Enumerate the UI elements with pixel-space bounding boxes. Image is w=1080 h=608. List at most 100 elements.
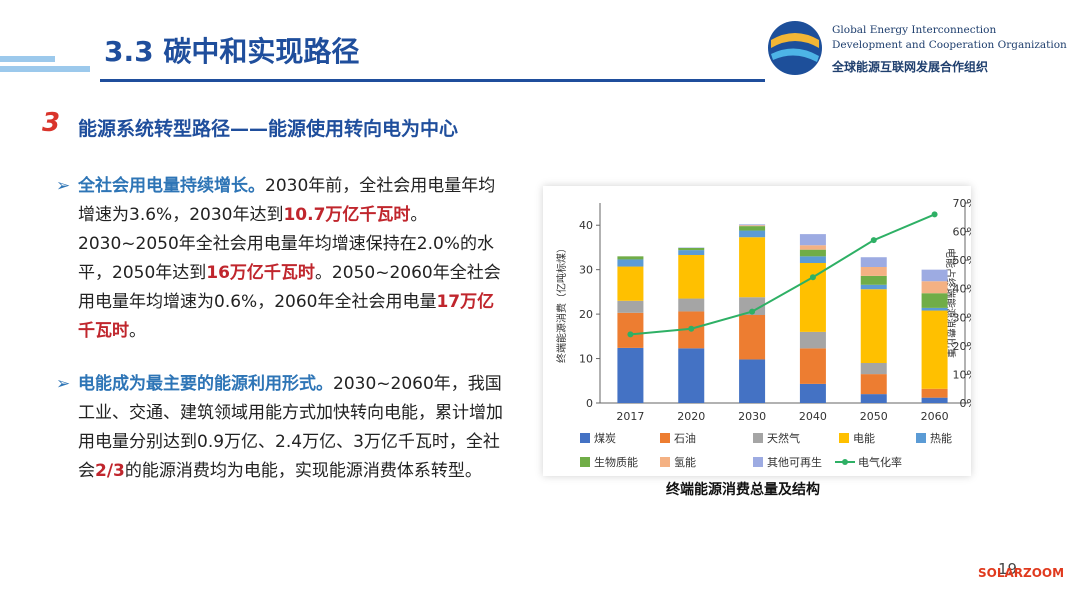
legend-key: [839, 433, 849, 443]
legend-key: [580, 433, 590, 443]
y-tick-label: 0: [586, 397, 593, 410]
bar-segment: [799, 256, 826, 263]
y-tick-label: 30: [579, 264, 593, 277]
y2-tick-label: 70%: [953, 197, 971, 210]
legend-key: [753, 433, 763, 443]
bar-segment: [739, 297, 766, 315]
line-point: [809, 274, 816, 281]
y2-tick-label: 30%: [953, 311, 971, 324]
bar-segment: [799, 383, 826, 403]
bar-segment: [617, 256, 644, 260]
title-rule: [100, 79, 765, 82]
legend-label: 天然气: [767, 431, 800, 445]
org-name-en: Global Energy Interconnection: [832, 24, 997, 36]
x-tick-label: 2060: [921, 410, 949, 423]
legend-label: 电气化率: [858, 455, 902, 469]
bar-segment: [921, 281, 948, 294]
bullet-lead: 全社会用电量持续增长。: [78, 176, 265, 196]
legend-label: 生物质能: [594, 455, 638, 469]
text: 2030年前，全社会用电量年均增速为3.6%，2030年达到: [78, 176, 496, 225]
bullet: ➢ 全社会用电量持续增长。2030年前，全社会用电量年均增速为3.6%，2030年…: [56, 176, 501, 341]
bar-segment: [617, 312, 644, 348]
bar-segment: [617, 266, 644, 301]
legend-label: 煤炭: [594, 432, 616, 445]
bar-segment: [739, 230, 766, 238]
bar-segment: [921, 293, 948, 308]
bar-segment: [860, 374, 887, 395]
text: 2030~2060年，我国工业、交通、建筑领域用能方式加快转向电能，累计增加用电…: [78, 374, 503, 481]
legend-label: 石油: [674, 431, 696, 445]
highlight: 17万亿千瓦时: [78, 292, 495, 341]
legend-label: 氢能: [674, 455, 696, 469]
x-tick-label: 2030: [738, 410, 766, 423]
chart-title: 终端能源消费总量及结构: [666, 481, 820, 498]
bar-segment: [739, 315, 766, 360]
y2-tick-label: 0%: [960, 397, 971, 410]
slide-title: 3.3 碳中和实现路径: [104, 35, 360, 68]
text: 的能源消费均为电能，实现能源消费体系转型。: [124, 461, 482, 481]
bar-segment: [739, 359, 766, 403]
bar-segment: [678, 255, 705, 299]
x-tick-label: 2050: [860, 410, 888, 423]
legend-key: [580, 457, 590, 467]
bar-segment: [921, 388, 948, 398]
line-point: [749, 308, 756, 315]
bar-segment: [860, 394, 887, 403]
bar-segment: [739, 224, 766, 226]
highlight: 16万亿千瓦时: [206, 263, 315, 283]
legend-key: [660, 433, 670, 443]
bar-segment: [921, 310, 948, 389]
line-point: [627, 331, 634, 338]
page-number: 19: [998, 560, 1018, 578]
bar-segment: [799, 245, 826, 250]
bar-segment: [617, 347, 644, 403]
x-tick-label: 2017: [616, 410, 644, 423]
x-tick-label: 2020: [677, 410, 705, 423]
y2-tick-label: 60%: [953, 226, 971, 239]
bar-segment: [678, 348, 705, 403]
legend-key: [753, 457, 763, 467]
bar-segment: [678, 247, 705, 251]
bar-segment: [739, 225, 766, 227]
bar-segment: [860, 275, 887, 285]
legend-key: [842, 459, 848, 465]
text: 。: [129, 321, 146, 341]
bar-segment: [860, 289, 887, 363]
bar-segment: [921, 269, 948, 282]
legend-key: [660, 457, 670, 467]
bar-segment: [860, 267, 887, 276]
bar-segment: [617, 300, 644, 313]
legend-label: 电能: [853, 431, 875, 445]
bar-segment: [739, 237, 766, 298]
bar-segment: [921, 397, 948, 403]
org-name-cn: 全球能源互联网发展合作组织: [832, 60, 989, 74]
line-point: [688, 325, 695, 332]
bar-segment: [678, 250, 705, 255]
bar-segment: [678, 298, 705, 312]
x-tick-label: 2040: [799, 410, 827, 423]
line-point: [870, 237, 877, 244]
bar-segment: [739, 226, 766, 231]
bar-segment: [860, 284, 887, 290]
y-tick-label: 20: [579, 308, 593, 321]
org-name-en: Development and Cooperation Organization: [832, 39, 1067, 51]
logo: [768, 21, 822, 75]
y-tick-label: 10: [579, 353, 593, 366]
highlight: 2/3: [95, 461, 125, 481]
chart: 终端能源消费总量及结构 0102030400%10%20%30%40%50%60…: [555, 197, 971, 498]
bar-segment: [799, 234, 826, 246]
bar-segment: [921, 307, 948, 311]
text: 。2030~2050年全社会用电量年均增速保持在2.0%的水平，2050年达到: [78, 205, 494, 283]
legend-label: 其他可再生: [767, 455, 822, 469]
line: [630, 213, 935, 336]
decor-stripe: [0, 56, 55, 62]
y2-tick-label: 10%: [953, 368, 971, 381]
y2-tick-label: 20%: [953, 340, 971, 353]
bullet-lead: 电能成为最主要的能源利用形式。: [78, 374, 333, 394]
y-tick-label: 40: [579, 219, 593, 232]
y-axis-title: 终端能源消费（亿吨标煤）: [555, 243, 568, 363]
bar-segment: [799, 249, 826, 257]
section-title: 能源系统转型路径——能源使用转向电为中心: [78, 118, 459, 140]
bar-segment: [799, 263, 826, 332]
